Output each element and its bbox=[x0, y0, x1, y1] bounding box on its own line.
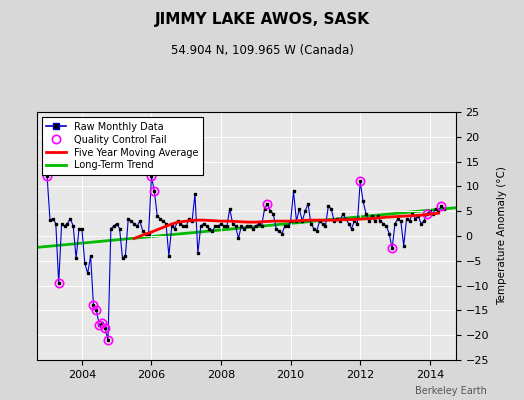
Text: 54.904 N, 109.965 W (Canada): 54.904 N, 109.965 W (Canada) bbox=[171, 44, 353, 57]
Text: JIMMY LAKE AWOS, SASK: JIMMY LAKE AWOS, SASK bbox=[155, 12, 369, 27]
Text: Berkeley Earth: Berkeley Earth bbox=[416, 386, 487, 396]
Legend: Raw Monthly Data, Quality Control Fail, Five Year Moving Average, Long-Term Tren: Raw Monthly Data, Quality Control Fail, … bbox=[41, 117, 203, 175]
Y-axis label: Temperature Anomaly (°C): Temperature Anomaly (°C) bbox=[497, 166, 507, 306]
